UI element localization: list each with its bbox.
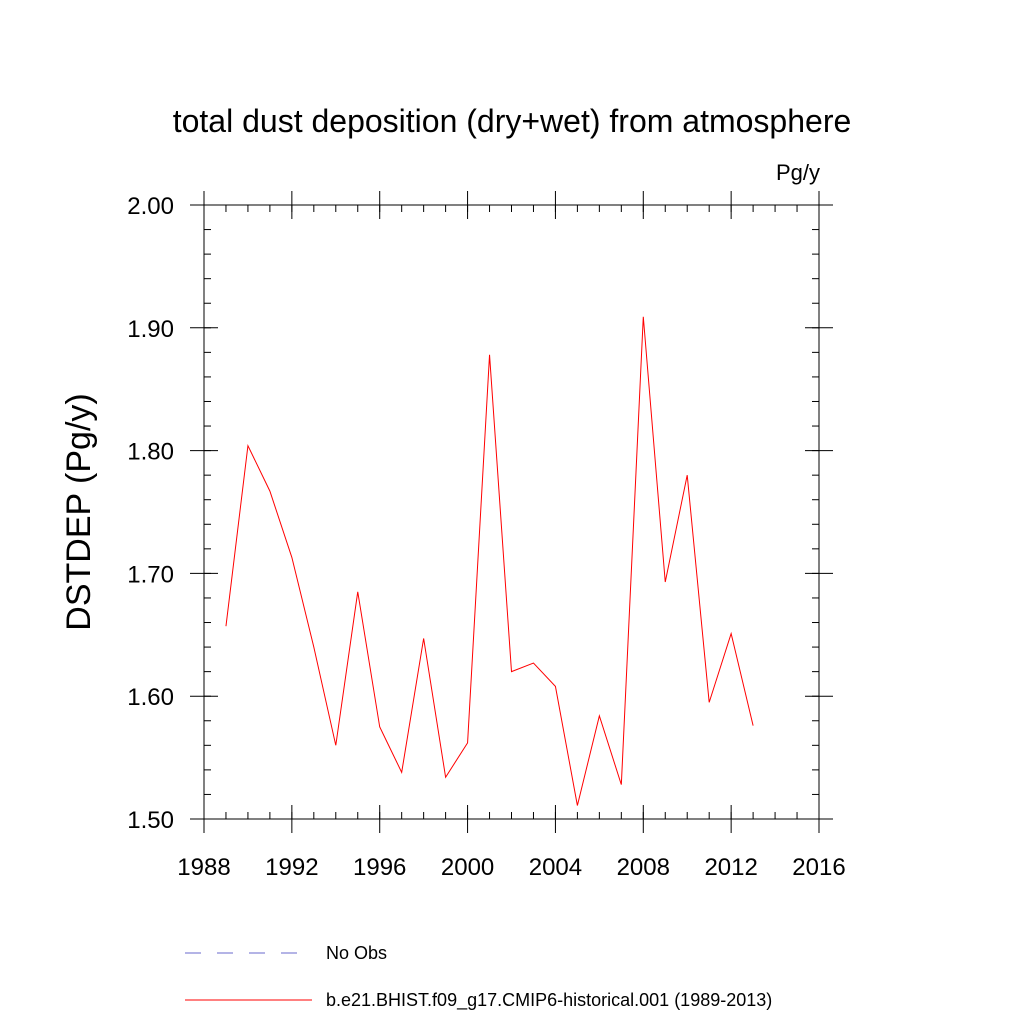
axis-ticks	[190, 191, 833, 833]
data-point	[621, 784, 622, 785]
series-line	[225, 316, 754, 806]
data-point	[291, 557, 292, 558]
data-point	[445, 777, 446, 778]
x-tick-labels: 1988 1992 1996 2000 2004 2008 2012 2016	[177, 854, 845, 881]
x-tick-label: 2004	[529, 854, 582, 881]
x-tick-label: 1988	[177, 854, 230, 881]
x-tick-label: 1992	[265, 854, 318, 881]
units-label: Pg/y	[776, 160, 820, 185]
y-tick-labels: 1.50 1.60 1.70 1.80 1.90 2.00	[127, 193, 174, 834]
y-tick-label: 1.50	[127, 807, 174, 834]
data-point	[335, 745, 336, 746]
data-point	[489, 354, 490, 355]
y-tick-label: 1.70	[127, 561, 174, 588]
y-tick-label: 1.60	[127, 684, 174, 711]
data-point	[401, 772, 402, 773]
x-tick-label: 2008	[617, 854, 670, 881]
y-tick-label: 1.90	[127, 316, 174, 343]
data-point	[379, 726, 380, 727]
data-point	[423, 638, 424, 639]
data-point	[599, 715, 600, 716]
legend-label-historical: b.e21.BHIST.f09_g17.CMIP6-historical.001…	[326, 990, 772, 1011]
series-group	[225, 316, 754, 806]
chart-title: total dust deposition (dry+wet) from atm…	[173, 103, 852, 139]
data-point	[313, 647, 314, 648]
data-point	[269, 491, 270, 492]
data-point	[511, 671, 512, 672]
y-axis-label: DSTDEP (Pg/y)	[60, 393, 98, 630]
data-point	[467, 742, 468, 743]
x-tick-label: 1996	[353, 854, 406, 881]
y-tick-label: 1.80	[127, 439, 174, 466]
data-point	[731, 633, 732, 634]
legend: No Obs b.e21.BHIST.f09_g17.CMIP6-histori…	[185, 943, 772, 1011]
x-tick-label: 2016	[792, 854, 845, 881]
legend-label-no-obs: No Obs	[326, 943, 387, 963]
data-point	[709, 702, 710, 703]
data-point	[753, 725, 754, 726]
data-point	[687, 475, 688, 476]
data-point	[577, 805, 578, 806]
data-point	[247, 445, 248, 446]
data-point	[225, 626, 226, 627]
data-point	[643, 316, 644, 317]
x-tick-label: 2012	[704, 854, 757, 881]
data-point	[533, 663, 534, 664]
data-point	[357, 591, 358, 592]
data-point	[665, 581, 666, 582]
data-point	[555, 686, 556, 687]
plot-frame	[203, 204, 820, 820]
y-tick-label: 2.00	[127, 193, 174, 220]
x-tick-label: 2000	[441, 854, 494, 881]
